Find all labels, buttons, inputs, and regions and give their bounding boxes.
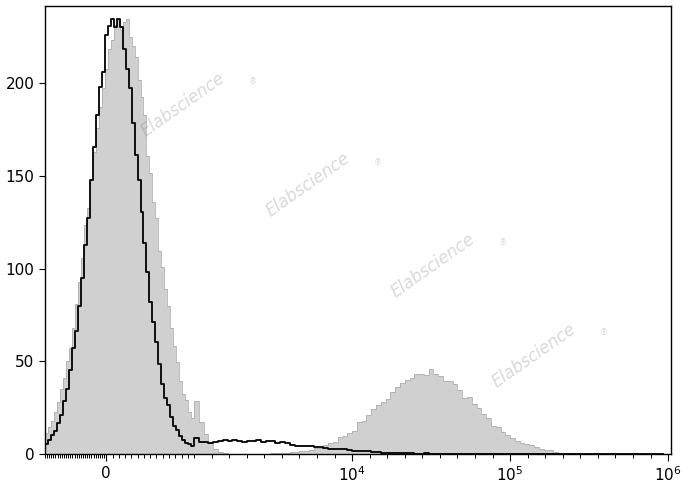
Text: Elabscience: Elabscience bbox=[263, 149, 354, 220]
Text: ®: ® bbox=[599, 328, 608, 337]
Text: ®: ® bbox=[499, 239, 507, 247]
Text: ®: ® bbox=[374, 158, 382, 167]
Text: ®: ® bbox=[248, 77, 257, 86]
Text: Elabscience: Elabscience bbox=[488, 319, 579, 391]
Text: Elabscience: Elabscience bbox=[137, 69, 228, 140]
Text: Elabscience: Elabscience bbox=[388, 230, 479, 301]
